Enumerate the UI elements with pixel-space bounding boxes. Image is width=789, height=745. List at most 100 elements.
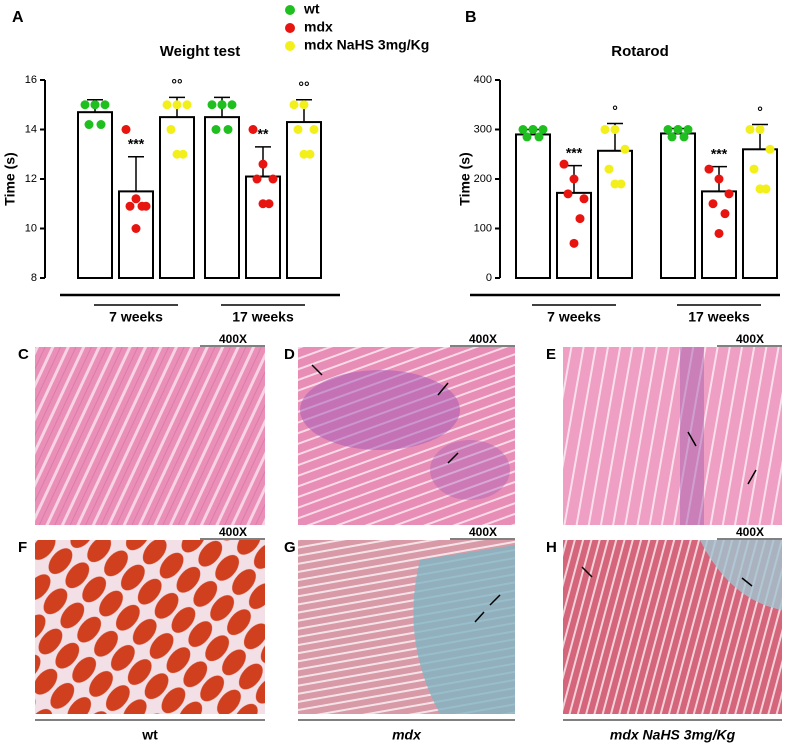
data-point: [528, 125, 538, 134]
magnification: 400X: [469, 332, 497, 346]
data-point: [714, 174, 724, 184]
caption: wt: [141, 727, 158, 743]
bar: [245, 175, 281, 279]
data-point: [749, 164, 759, 174]
data-point: [80, 100, 90, 110]
significance-label: °°: [171, 76, 182, 92]
significance-label: °: [757, 103, 763, 119]
panel-letter: H: [546, 539, 557, 556]
panel-letter: A: [12, 9, 24, 26]
bar: [204, 116, 240, 279]
data-point: [137, 201, 147, 211]
data-point: [518, 125, 528, 134]
data-point: [258, 159, 268, 169]
data-point: [663, 125, 673, 134]
data-point: [131, 224, 141, 233]
y-tick-label: 200: [474, 173, 492, 185]
histology: [35, 347, 782, 714]
data-point: [96, 120, 106, 130]
data-point: [207, 100, 217, 110]
data-point: [522, 132, 532, 142]
magnification: 400X: [736, 525, 764, 539]
data-point: [745, 125, 755, 134]
data-point: [90, 100, 100, 110]
data-point: [559, 159, 569, 169]
data-point: [248, 125, 258, 134]
data-point: [579, 194, 589, 204]
data-point: [708, 199, 718, 209]
legend-label: mdx: [304, 19, 333, 35]
significance-label: ***: [711, 145, 728, 161]
panel-letter: G: [284, 539, 296, 556]
data-point: [610, 179, 620, 189]
chart-title: Weight test: [160, 43, 241, 60]
panel-letter: E: [546, 346, 556, 363]
data-point: [569, 238, 579, 248]
bar: [286, 121, 322, 279]
bar: [597, 149, 633, 279]
significance-label: ***: [566, 144, 583, 160]
data-point: [211, 125, 221, 134]
data-point: [755, 125, 765, 134]
data-point: [604, 164, 614, 174]
bar: [660, 132, 696, 279]
data-point: [575, 214, 585, 224]
magnification: 400X: [219, 332, 247, 346]
image-c: [35, 347, 265, 525]
y-axis-title: Time (s): [457, 152, 473, 205]
error-bar: [128, 155, 144, 192]
magnification: 400X: [219, 525, 247, 539]
data-point: [714, 228, 724, 238]
data-point: [100, 100, 110, 110]
x-tick-label: 7 weeks: [547, 309, 601, 325]
y-tick-label: 10: [25, 222, 37, 234]
data-point: [258, 199, 268, 209]
data-point: [765, 144, 775, 154]
data-point: [299, 149, 309, 159]
y-tick-label: 300: [474, 123, 492, 135]
data-point: [538, 125, 548, 134]
data-point: [620, 144, 630, 154]
bar: [515, 133, 551, 279]
bar: [742, 148, 778, 279]
x-tick-label: 17 weeks: [688, 309, 750, 325]
y-tick-label: 8: [31, 272, 37, 284]
y-tick-label: 12: [25, 173, 37, 185]
data-point: [125, 201, 135, 211]
legend-label: mdx NaHS 3mg/Kg: [304, 37, 429, 53]
infiltrate: [300, 370, 460, 450]
data-point: [223, 125, 233, 134]
x-tick-label: 7 weeks: [109, 309, 163, 325]
bar: [556, 191, 592, 279]
data-point: [720, 209, 730, 219]
legend-marker: [285, 5, 295, 15]
data-point: [667, 132, 677, 142]
significance-label: **: [258, 126, 269, 142]
y-tick-label: 16: [25, 74, 37, 86]
data-point: [679, 132, 689, 142]
y-tick-label: 400: [474, 74, 492, 86]
magnification: 400X: [736, 332, 764, 346]
data-point: [172, 149, 182, 159]
data-point: [673, 125, 683, 134]
significance-label: °°: [298, 79, 309, 95]
caption: mdx NaHS 3mg/Kg: [610, 727, 736, 743]
x-tick-label: 17 weeks: [232, 309, 294, 325]
data-point: [217, 100, 227, 110]
infiltrate: [680, 347, 704, 525]
data-point: [600, 125, 610, 134]
data-point: [289, 100, 299, 110]
fibrosis: [700, 540, 782, 610]
legend-label: wt: [303, 1, 320, 17]
significance-label: ***: [128, 135, 145, 151]
panel-letter: F: [18, 539, 27, 556]
data-point: [293, 125, 303, 134]
data-point: [84, 120, 94, 130]
legend-marker: [285, 41, 295, 51]
data-point: [227, 100, 237, 110]
panel-letter: C: [18, 346, 29, 363]
y-tick-label: 100: [474, 222, 492, 234]
data-point: [563, 189, 573, 199]
y-axis-title: Time (s): [2, 152, 18, 205]
